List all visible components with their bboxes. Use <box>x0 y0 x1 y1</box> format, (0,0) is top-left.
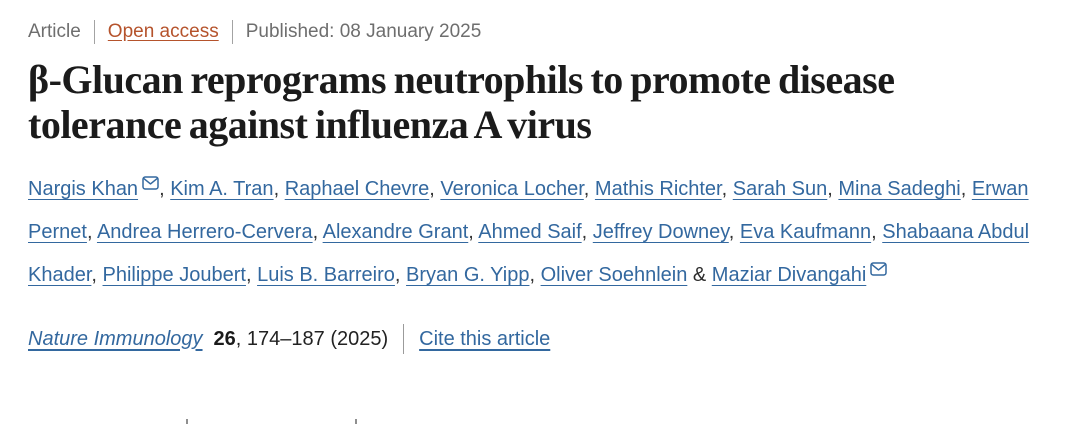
published-date-label: Published: 08 January 2025 <box>245 21 482 42</box>
author-separator: , <box>394 264 407 286</box>
journal-name-link[interactable]: Nature Immunology <box>28 327 203 350</box>
author-link[interactable]: Jeffrey Downey <box>592 221 729 243</box>
author-link[interactable]: Nargis Khan <box>28 178 139 200</box>
metrics-bar-cutoff <box>0 418 1080 424</box>
author-link[interactable]: Luis B. Barreiro <box>257 264 395 286</box>
author-link[interactable]: Mathis Richter <box>594 178 722 200</box>
envelope-icon[interactable] <box>870 262 888 276</box>
author-separator: , <box>91 264 103 286</box>
author-separator: , <box>871 221 883 243</box>
author-link[interactable]: Raphael Chevre <box>284 178 430 200</box>
article-type-label: Article <box>28 21 81 42</box>
author-separator: , <box>728 221 740 243</box>
meta-divider <box>231 20 233 44</box>
cite-this-article-link[interactable]: Cite this article <box>419 327 551 350</box>
author-separator: , <box>583 178 595 200</box>
article-title: β-Glucan reprograms neutrophils to promo… <box>28 57 1052 147</box>
author-link[interactable]: Shabaana Abdul Khader <box>28 221 1030 286</box>
open-access-link[interactable]: Open access <box>107 21 219 42</box>
author-separator: , <box>529 264 541 286</box>
article-title-line2: tolerance against influenza A virus <box>28 102 592 147</box>
author-separator: , <box>159 178 171 200</box>
author-link[interactable]: Veronica Locher <box>440 178 584 200</box>
author-link[interactable]: Philippe Joubert <box>102 264 246 286</box>
author-link[interactable]: Alexandre Grant <box>322 221 469 243</box>
author-separator: , <box>273 178 285 200</box>
author-separator: , <box>827 178 839 200</box>
author-separator: , <box>429 178 441 200</box>
meta-divider <box>93 20 95 44</box>
author-link[interactable]: Kim A. Tran <box>170 178 274 200</box>
author-link[interactable]: Mina Sadeghi <box>838 178 961 200</box>
author-separator: , <box>960 178 972 200</box>
author-separator: , <box>245 264 258 286</box>
author-link[interactable]: Eva Kaufmann <box>739 221 872 243</box>
author-link[interactable]: Oliver Soehnlein <box>540 264 688 286</box>
metrics-divider <box>355 419 357 424</box>
author-link[interactable]: Bryan G. Yipp <box>406 264 530 286</box>
author-separator: , <box>468 221 479 243</box>
author-ampersand: & <box>687 264 712 286</box>
author-link[interactable]: Ahmed Saif <box>478 221 582 243</box>
article-title-line1: β-Glucan reprograms neutrophils to promo… <box>28 57 895 102</box>
author-link[interactable]: Sarah Sun <box>732 178 828 200</box>
article-header-content: Article Open access Published: 08 Januar… <box>28 20 1052 354</box>
envelope-icon[interactable] <box>142 176 159 190</box>
author-separator: , <box>721 178 733 200</box>
author-link[interactable]: Andrea Herrero-Cervera <box>96 221 313 243</box>
author-link[interactable]: Maziar Divangahi <box>711 264 867 286</box>
author-separator: , <box>581 221 593 243</box>
author-separator: , <box>86 221 97 243</box>
journal-volume: 26 <box>213 327 236 350</box>
author-link[interactable]: Erwan Pernet <box>28 178 1029 243</box>
journal-pages: , 174–187 (2025) <box>235 327 389 350</box>
author-list: Nargis Khan, Kim A. Tran, Raphael Chevre… <box>28 168 1042 297</box>
journal-citation-row: Nature Immunology 26 , 174–187 (2025) Ci… <box>28 324 1052 354</box>
metrics-divider <box>186 419 188 424</box>
author-separator: , <box>312 221 323 243</box>
citation-divider <box>403 324 405 354</box>
article-meta-row: Article Open access Published: 08 Januar… <box>28 20 1052 44</box>
